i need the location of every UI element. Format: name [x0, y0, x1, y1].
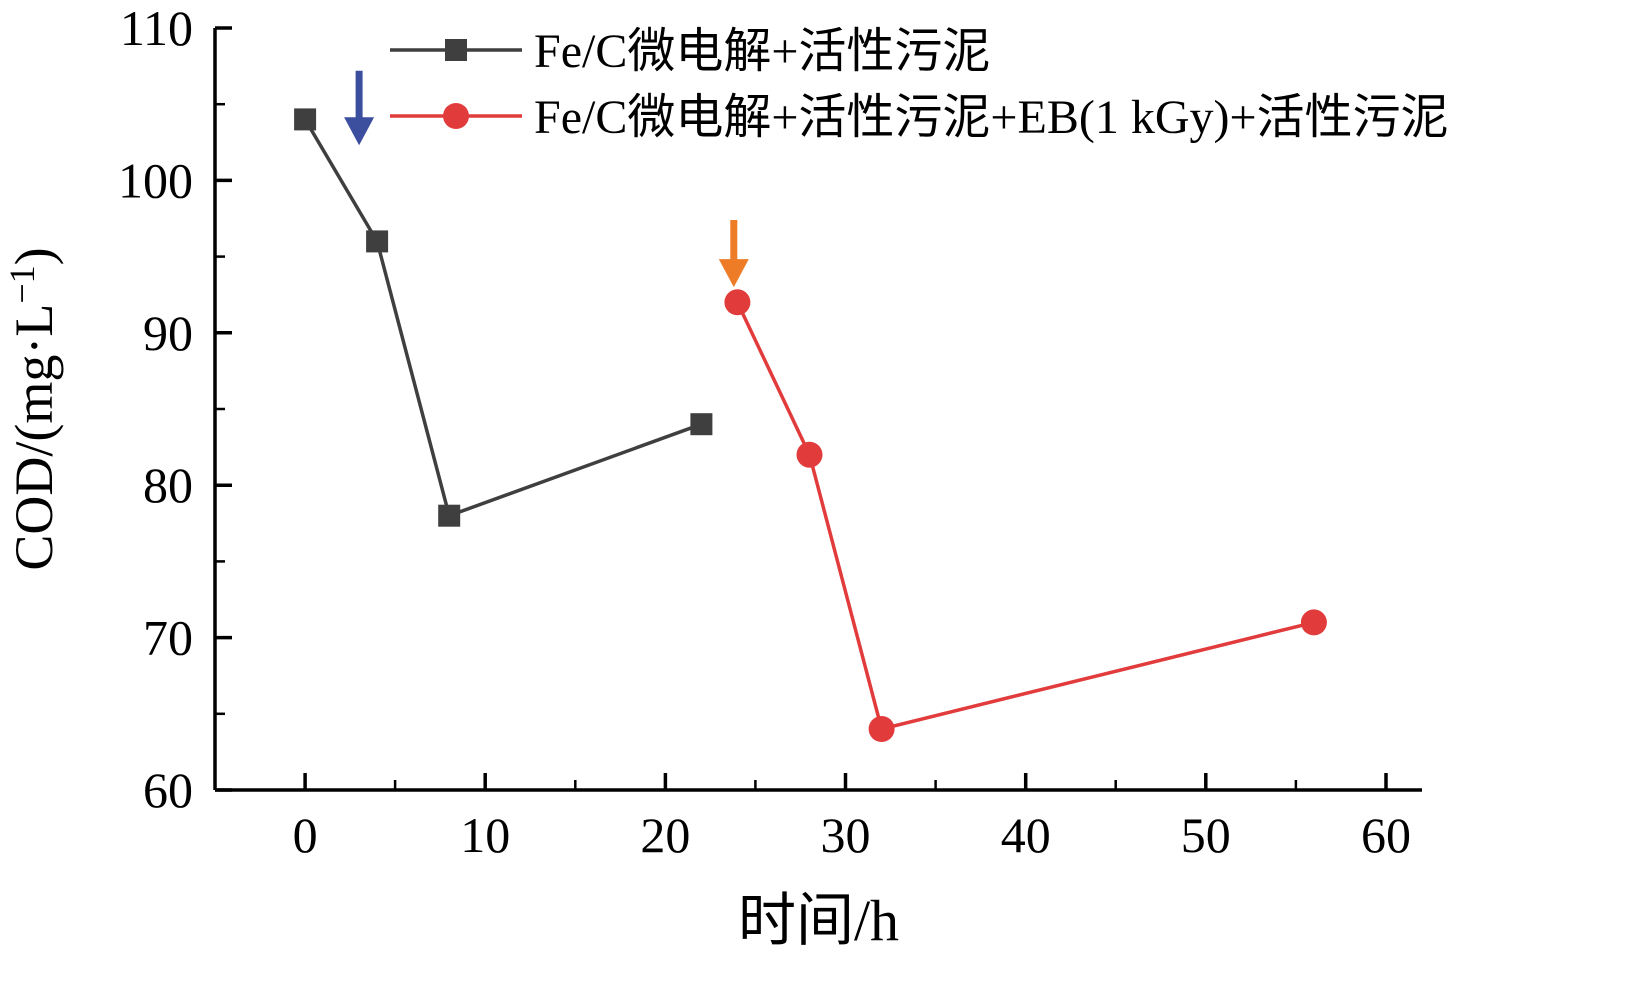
- legend-entry-0: Fe/C微电解+活性污泥: [390, 25, 990, 78]
- x-axis-title: 时间/h: [738, 888, 899, 953]
- legend-label: Fe/C微电解+活性污泥+EB(1 kGy)+活性污泥: [534, 91, 1449, 144]
- legend: Fe/C微电解+活性污泥 Fe/C微电解+活性污泥+EB(1 kGy)+活性污泥: [390, 25, 1449, 144]
- data-point-square: [690, 413, 713, 436]
- y-tick-label: 110: [120, 0, 193, 56]
- orange-down-arrow: [718, 220, 749, 288]
- arrow-head: [344, 117, 375, 146]
- y-tick-label: 70: [143, 610, 193, 666]
- legend-circle-marker: [443, 103, 469, 129]
- y-tick-label: 60: [143, 762, 193, 818]
- legend-label: Fe/C微电解+活性污泥: [534, 25, 990, 78]
- x-tick-label: 0: [293, 807, 318, 863]
- blue-down-arrow: [344, 70, 375, 146]
- y-tick-label: 80: [143, 457, 193, 513]
- series-0: [294, 108, 713, 527]
- axes: [213, 26, 1422, 792]
- series-line: [303, 118, 702, 518]
- series-line: [735, 301, 1315, 732]
- data-point-square: [294, 108, 317, 131]
- data-point-circle: [724, 289, 751, 316]
- tick-labels: 60 70 80 90 100 110 0 10 20 30 40 50 60: [118, 0, 1411, 863]
- x-tick-label: 10: [460, 807, 510, 863]
- arrow-head: [718, 259, 749, 288]
- data-point-square: [438, 504, 461, 527]
- x-tick-label: 30: [821, 807, 871, 863]
- x-tick-label: 40: [1001, 807, 1051, 863]
- x-tick-label: 50: [1181, 807, 1231, 863]
- legend-entry-1: Fe/C微电解+活性污泥+EB(1 kGy)+活性污泥: [390, 91, 1449, 144]
- y-tick-label: 90: [143, 305, 193, 361]
- series-1: [724, 289, 1327, 742]
- legend-square-marker: [445, 39, 467, 61]
- data-point-circle: [1300, 609, 1327, 636]
- data-point-circle: [796, 441, 823, 468]
- x-tick-label: 20: [640, 807, 690, 863]
- data-point-square: [366, 230, 389, 253]
- y-tick-label: 100: [118, 152, 193, 208]
- y-axis-title: COD/(mg·L−1): [2, 247, 64, 570]
- data-point-circle: [868, 716, 895, 742]
- x-tick-label: 60: [1361, 807, 1411, 863]
